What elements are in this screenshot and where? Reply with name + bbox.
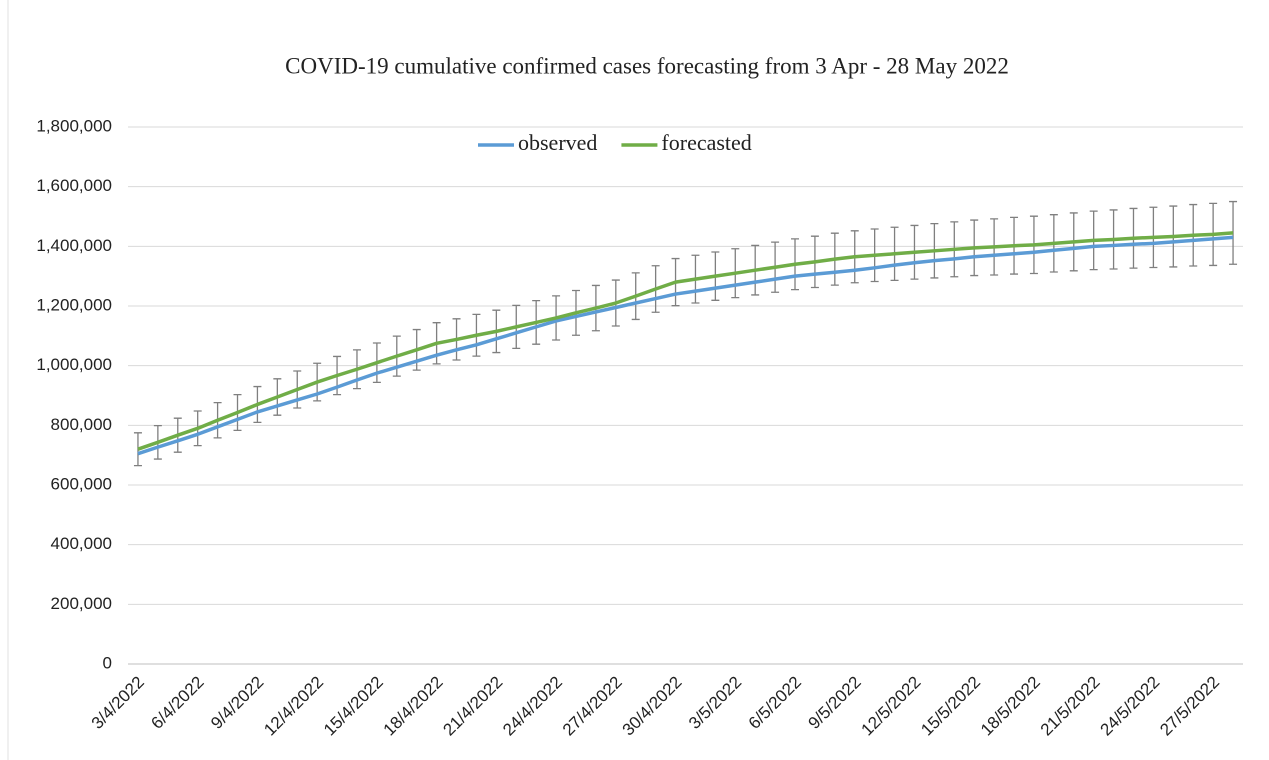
x-tick-label: 27/5/2022: [1156, 673, 1223, 740]
x-tick-label: 3/4/2022: [88, 673, 148, 733]
y-tick-label: 1,800,000: [36, 116, 112, 135]
x-tick-label: 12/5/2022: [858, 673, 925, 740]
y-tick-label: 800,000: [51, 415, 112, 434]
x-tick-label: 18/5/2022: [977, 673, 1044, 740]
y-tick-label: 1,600,000: [36, 176, 112, 195]
y-tick-label: 1,200,000: [36, 295, 112, 314]
x-tick-label: 15/5/2022: [917, 673, 984, 740]
x-tick-label: 15/4/2022: [320, 673, 387, 740]
x-tick-label: 27/4/2022: [559, 673, 626, 740]
x-tick-label: 24/4/2022: [499, 673, 566, 740]
legend-label: observed: [518, 130, 597, 155]
x-tick-label: 9/4/2022: [207, 673, 267, 733]
x-tick-label: 30/4/2022: [619, 673, 686, 740]
x-tick-label: 12/4/2022: [260, 673, 327, 740]
y-tick-label: 1,400,000: [36, 236, 112, 255]
x-tick-label: 9/5/2022: [805, 673, 865, 733]
x-tick-label: 21/4/2022: [439, 673, 506, 740]
x-tick-label: 18/4/2022: [380, 673, 447, 740]
x-tick-label: 21/5/2022: [1037, 673, 1104, 740]
x-tick-label: 6/4/2022: [147, 673, 207, 733]
y-tick-label: 400,000: [51, 534, 112, 553]
legend-label: forecasted: [661, 130, 751, 155]
y-tick-label: 200,000: [51, 594, 112, 613]
x-tick-label: 3/5/2022: [685, 673, 745, 733]
y-tick-label: 600,000: [51, 474, 112, 493]
error-bar: [133, 432, 142, 467]
chart-title: COVID-19 cumulative confirmed cases fore…: [285, 53, 1009, 78]
x-tick-label: 24/5/2022: [1096, 673, 1163, 740]
series-line: [137, 235, 1234, 456]
y-tick-label: 0: [103, 653, 112, 672]
x-tick-label: 6/5/2022: [745, 673, 805, 733]
y-tick-label: 1,000,000: [36, 355, 112, 374]
series-line: [137, 231, 1234, 451]
